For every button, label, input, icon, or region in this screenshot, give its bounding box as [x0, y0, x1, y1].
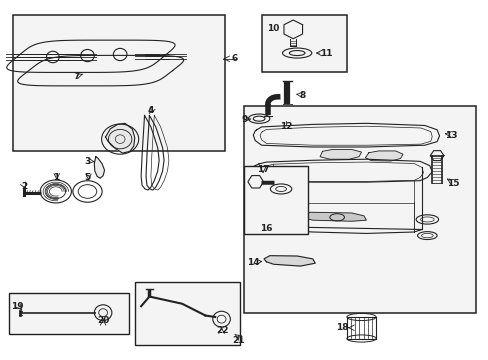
- Text: 9: 9: [241, 115, 247, 124]
- Text: 22: 22: [216, 326, 228, 335]
- Bar: [135, 282, 239, 345]
- Bar: [9, 293, 129, 334]
- Text: 5: 5: [84, 173, 90, 182]
- Text: 1: 1: [53, 173, 59, 182]
- Text: 16: 16: [260, 224, 272, 233]
- Polygon shape: [105, 123, 135, 153]
- Text: 19: 19: [11, 302, 23, 311]
- Text: 13: 13: [445, 131, 457, 140]
- Polygon shape: [300, 212, 366, 221]
- Bar: [13, 15, 224, 151]
- Bar: [261, 15, 346, 72]
- Text: 14: 14: [246, 258, 259, 267]
- Polygon shape: [365, 151, 402, 161]
- Polygon shape: [320, 149, 361, 159]
- Text: 20: 20: [97, 316, 109, 325]
- Text: 21: 21: [231, 336, 244, 345]
- Text: 3: 3: [84, 157, 90, 166]
- Text: 17: 17: [256, 165, 269, 174]
- Text: 12: 12: [279, 122, 292, 131]
- Bar: [244, 107, 475, 313]
- Text: 7: 7: [73, 72, 79, 81]
- Polygon shape: [264, 256, 315, 266]
- Text: 15: 15: [446, 179, 459, 188]
- Text: 18: 18: [335, 323, 347, 332]
- Text: 8: 8: [299, 91, 305, 100]
- Text: 10: 10: [266, 24, 278, 33]
- Text: 4: 4: [147, 105, 154, 114]
- Text: 11: 11: [320, 49, 332, 58]
- Polygon shape: [94, 157, 104, 178]
- Text: 2: 2: [21, 181, 27, 190]
- Bar: [244, 166, 307, 234]
- Text: 6: 6: [231, 54, 237, 63]
